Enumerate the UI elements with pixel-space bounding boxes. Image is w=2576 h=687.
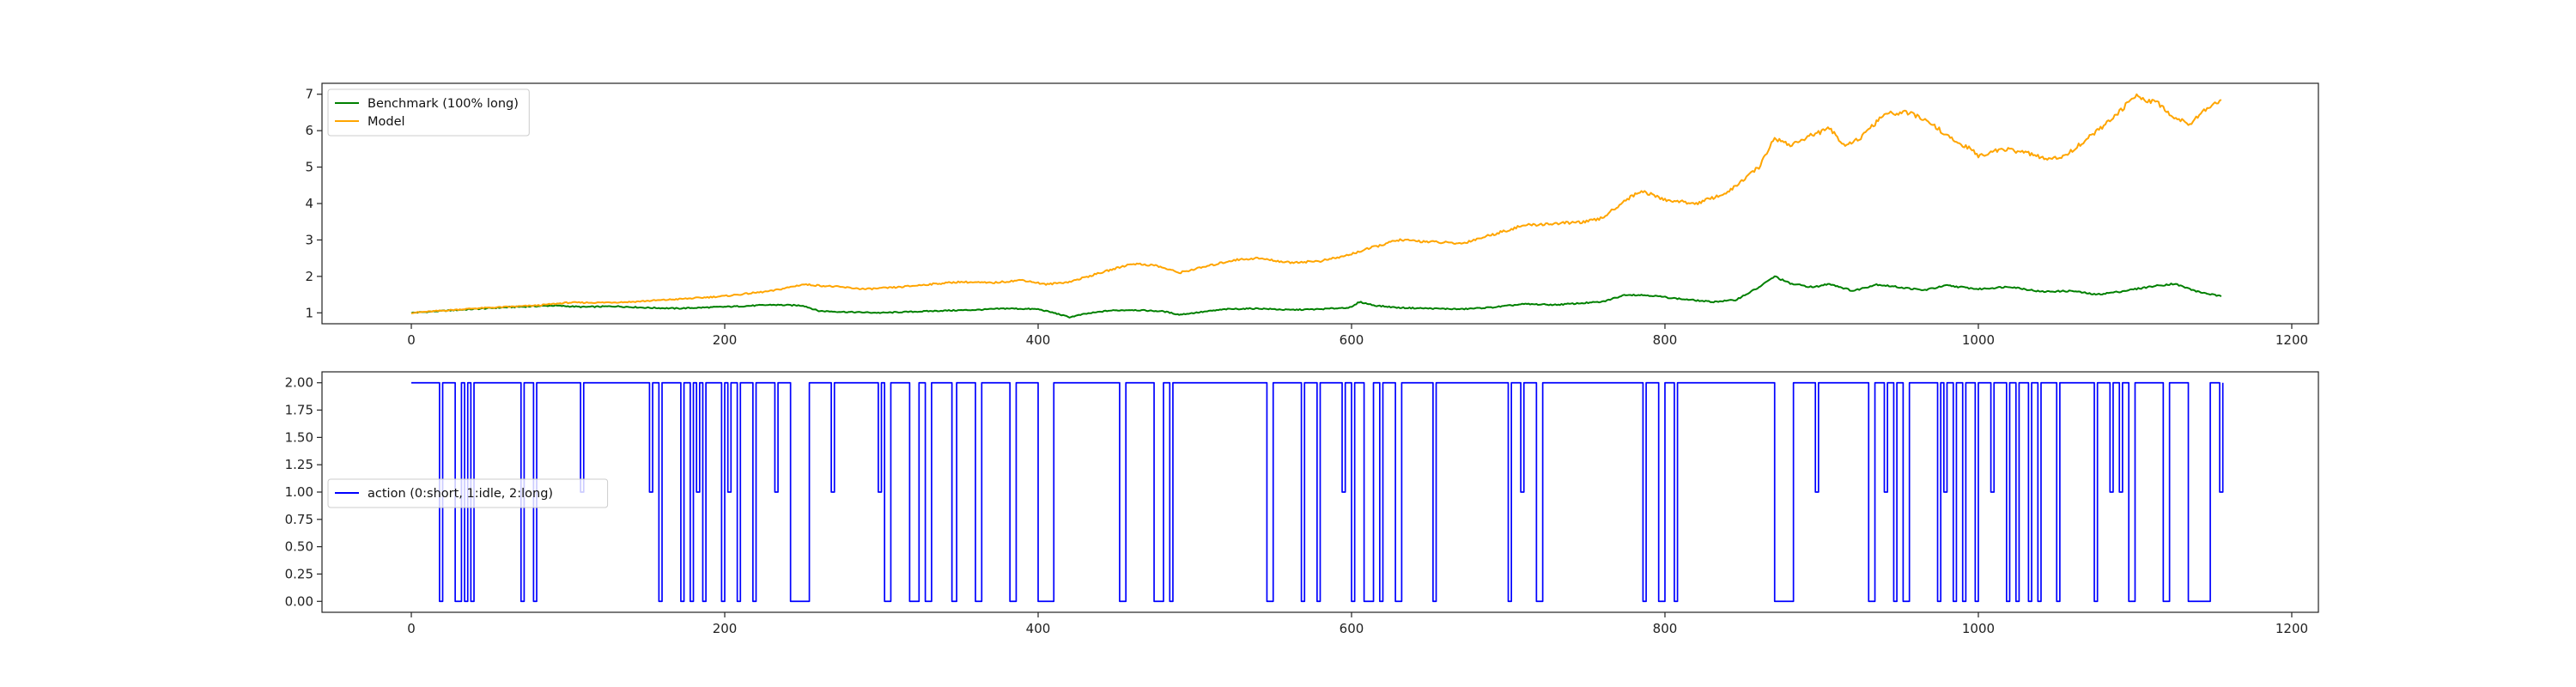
bottom-chart-y-tick-label: 0.25 [285, 566, 313, 581]
bottom-chart-x-tick-label: 0 [407, 621, 416, 636]
bottom-chart-x-tick-label: 800 [1653, 621, 1678, 636]
bottom-chart-legend-label: action (0:short, 1:idle, 2:long) [368, 487, 553, 501]
top-chart-y-tick-label: 2 [305, 269, 313, 284]
top-chart-y-tick-label: 6 [305, 123, 313, 138]
bottom-chart-x-axis: 0 200 400 600 800 1000 1200 [407, 612, 2308, 636]
top-chart-legend-label: Model [368, 115, 405, 129]
bottom-chart-series-group [411, 381, 2224, 603]
top-chart-series-line-1 [410, 275, 2222, 319]
top-chart-y-axis: 1 2 3 4 5 6 7 [305, 87, 322, 320]
bottom-chart-x-tick-label: 1000 [1962, 621, 1995, 636]
bottom-chart-y-axis: 0.00 0.25 0.50 0.75 1.00 1.25 1.50 1.75 2.00 [285, 375, 322, 609]
top-chart-legend: Benchmark (100% long) Model [327, 88, 530, 137]
bottom-chart-y-tick-label: 2.00 [285, 375, 313, 391]
bottom-chart-y-tick-label: 1.75 [285, 403, 313, 418]
bottom-chart-series-line-1 [411, 381, 2224, 603]
bottom-chart-x-tick-label: 400 [1026, 621, 1051, 636]
bottom-chart-x-tick-label: 1200 [2275, 621, 2308, 636]
bottom-chart-legend: action (0:short, 1:idle, 2:long) [327, 478, 609, 508]
top-chart-panel: 0 200 400 600 800 1000 1200 1 2 3 4 5 6 7 Benchmark … [305, 82, 2319, 348]
top-chart-x-tick-label: 1200 [2275, 332, 2308, 348]
top-chart-y-tick-label: 5 [305, 160, 313, 175]
bottom-chart-panel: 0 200 400 600 800 1000 1200 0.00 0.25 0.50 0.75 1.… [285, 371, 2319, 636]
bottom-chart-y-tick-label: 0.75 [285, 512, 313, 527]
bottom-chart-x-tick-label: 600 [1340, 621, 1364, 636]
top-chart-x-axis: 0 200 400 600 800 1000 1200 [407, 324, 2308, 348]
top-chart-y-tick-label: 4 [305, 196, 313, 211]
bottom-chart-x-tick-label: 200 [713, 621, 738, 636]
bottom-chart-y-tick-label: 1.25 [285, 457, 313, 472]
top-chart-x-tick-label: 600 [1340, 332, 1364, 348]
bottom-chart-legend-box [327, 478, 609, 508]
bottom-chart-y-tick-label: 0.50 [285, 539, 313, 555]
top-chart-y-tick-label: 1 [305, 305, 313, 320]
top-chart-y-tick-label: 7 [305, 87, 313, 102]
top-chart-x-tick-label: 0 [407, 332, 416, 348]
top-chart-x-tick-label: 400 [1026, 332, 1051, 348]
top-chart-legend-label: Benchmark (100% long) [368, 97, 519, 111]
top-chart-y-tick-label: 3 [305, 232, 313, 247]
top-chart-x-tick-label: 1000 [1962, 332, 1995, 348]
top-chart-series-line-2 [410, 93, 2222, 314]
top-chart-series-group [410, 93, 2222, 319]
top-chart-x-tick-label: 800 [1653, 332, 1678, 348]
top-chart-x-tick-label: 200 [713, 332, 738, 348]
bottom-chart-y-tick-label: 1.00 [285, 484, 313, 500]
bottom-chart-y-tick-label: 0.00 [285, 593, 313, 609]
bottom-chart-y-tick-label: 1.50 [285, 429, 313, 445]
top-chart-legend-box [327, 88, 530, 137]
